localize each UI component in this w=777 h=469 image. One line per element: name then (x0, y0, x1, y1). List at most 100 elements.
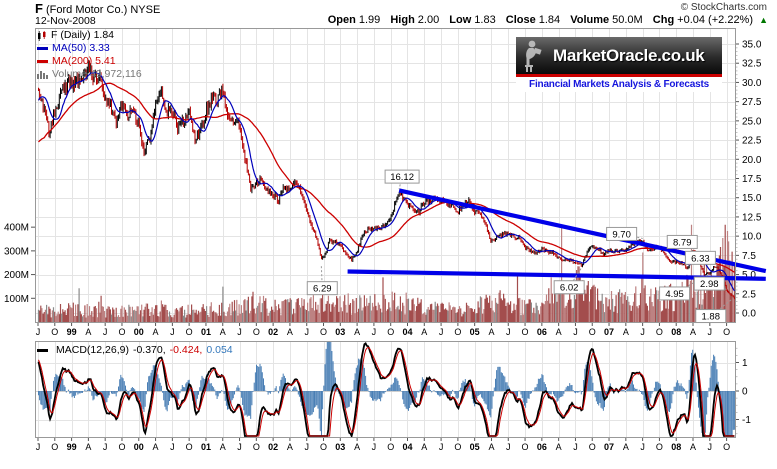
svg-text:O: O (320, 442, 327, 452)
logo-red-rule (516, 74, 722, 77)
price-volume-series (37, 59, 735, 322)
svg-text:06: 06 (537, 442, 547, 452)
ma50-line-icon (37, 47, 48, 50)
svg-text:A: A (220, 442, 226, 452)
ticker-symbol: F (35, 1, 43, 16)
svg-text:04: 04 (402, 442, 412, 452)
svg-text:J: J (304, 327, 309, 337)
svg-text:O: O (253, 442, 260, 452)
svg-text:J: J (573, 327, 578, 337)
svg-text:O: O (118, 327, 125, 337)
svg-text:A: A (623, 327, 629, 337)
svg-text:30.0: 30.0 (742, 78, 762, 89)
svg-text:O: O (51, 442, 58, 452)
svg-text:35.0: 35.0 (742, 40, 762, 51)
svg-text:15.0: 15.0 (742, 193, 762, 204)
svg-text:J: J (36, 327, 41, 337)
close-label: Close (505, 14, 536, 26)
svg-text:99: 99 (67, 327, 77, 337)
svg-text:17.5: 17.5 (742, 174, 762, 185)
svg-text:A: A (488, 442, 494, 452)
logo-tagline: Financial Markets Analysis & Forecasts (516, 77, 722, 90)
svg-text:J: J (237, 442, 242, 452)
svg-text:O: O (51, 327, 58, 337)
svg-text:J: J (103, 327, 108, 337)
svg-text:A: A (488, 327, 494, 337)
svg-text:2.5: 2.5 (742, 289, 756, 300)
legend-ma200-row: MA(200) 5.41 (37, 55, 142, 68)
svg-text:04: 04 (402, 327, 412, 337)
svg-text:07: 07 (604, 327, 614, 337)
svg-text:O: O (387, 442, 394, 452)
marketoracle-banner: MarketOracle.co.uk (516, 37, 722, 74)
chart-legend: F (Daily) 1.84 MA(50) 3.33 MA(200) 5.41 … (37, 29, 142, 81)
svg-text:16.12: 16.12 (390, 172, 414, 183)
svg-text:05: 05 (470, 442, 480, 452)
svg-text:J: J (304, 442, 309, 452)
svg-text:32.5: 32.5 (742, 59, 762, 70)
panel-borders (35, 28, 736, 438)
volume-value: 50.0M (612, 14, 643, 26)
ohlc-quote-row: Open 1.99 High 2.00 Low 1.83 Close 1.84 Volu… (321, 14, 768, 26)
svg-text:00: 00 (134, 327, 144, 337)
svg-text:A: A (354, 327, 360, 337)
svg-text:J: J (708, 442, 713, 452)
svg-text:O: O (723, 327, 730, 337)
svg-text:J: J (372, 442, 377, 452)
svg-text:J: J (708, 327, 713, 337)
svg-text:8.79: 8.79 (673, 237, 692, 248)
svg-text:O: O (320, 327, 327, 337)
svg-text:00: 00 (134, 442, 144, 452)
low-value: 1.83 (474, 14, 496, 26)
svg-text:100M: 100M (4, 294, 29, 305)
svg-text:01: 01 (201, 442, 211, 452)
svg-text:2.98: 2.98 (700, 279, 719, 290)
open-label: Open (327, 14, 356, 26)
svg-text:99: 99 (67, 442, 77, 452)
svg-text:02: 02 (268, 327, 278, 337)
svg-text:A: A (623, 442, 629, 452)
svg-text:A: A (690, 442, 696, 452)
ma200-line-icon (37, 60, 48, 63)
svg-text:10.0: 10.0 (742, 232, 762, 243)
svg-text:A: A (220, 327, 226, 337)
high-label: High (390, 14, 415, 26)
macd-indicator-name: MACD(12,26,9) (56, 344, 129, 356)
low-label: Low (449, 14, 472, 26)
macd-signal-value: -0.424, (169, 344, 203, 356)
svg-text:27.5: 27.5 (742, 97, 762, 108)
svg-text:O: O (656, 327, 663, 337)
svg-text:1: 1 (742, 358, 748, 369)
open-value: 1.99 (358, 14, 381, 26)
chart-date: 12-Nov-2008 (35, 15, 96, 27)
svg-text:O: O (656, 442, 663, 452)
svg-text:O: O (522, 327, 529, 337)
svg-text:O: O (186, 327, 193, 337)
change-up-arrow-icon: ▲ (759, 15, 768, 25)
svg-text:03: 03 (335, 442, 345, 452)
svg-text:01: 01 (201, 327, 211, 337)
svg-text:07: 07 (604, 442, 614, 452)
svg-text:02: 02 (268, 442, 278, 452)
svg-text:25.0: 25.0 (742, 116, 762, 127)
stockcharts-copyright[interactable]: © StockCharts.com (680, 2, 767, 13)
svg-text:O: O (118, 442, 125, 452)
legend-volume-label: Volume 49,972,116 (52, 68, 142, 80)
svg-text:A: A (354, 442, 360, 452)
svg-text:J: J (170, 442, 175, 452)
svg-text:05: 05 (470, 327, 480, 337)
marketoracle-logo[interactable]: MarketOracle.co.uk Financial Markets Ana… (516, 37, 722, 92)
svg-text:A: A (421, 442, 427, 452)
svg-text:O: O (723, 442, 730, 452)
svg-text:O: O (454, 442, 461, 452)
svg-text:5.0: 5.0 (742, 270, 756, 281)
svg-text:J: J (439, 327, 444, 337)
svg-text:4.95: 4.95 (665, 289, 684, 300)
macd-series (37, 342, 735, 437)
svg-text:400M: 400M (4, 223, 29, 234)
svg-text:A: A (556, 442, 562, 452)
svg-text:300M: 300M (4, 246, 29, 257)
svg-text:J: J (506, 327, 511, 337)
legend-ma50-label: MA(50) 3.33 (52, 42, 110, 54)
